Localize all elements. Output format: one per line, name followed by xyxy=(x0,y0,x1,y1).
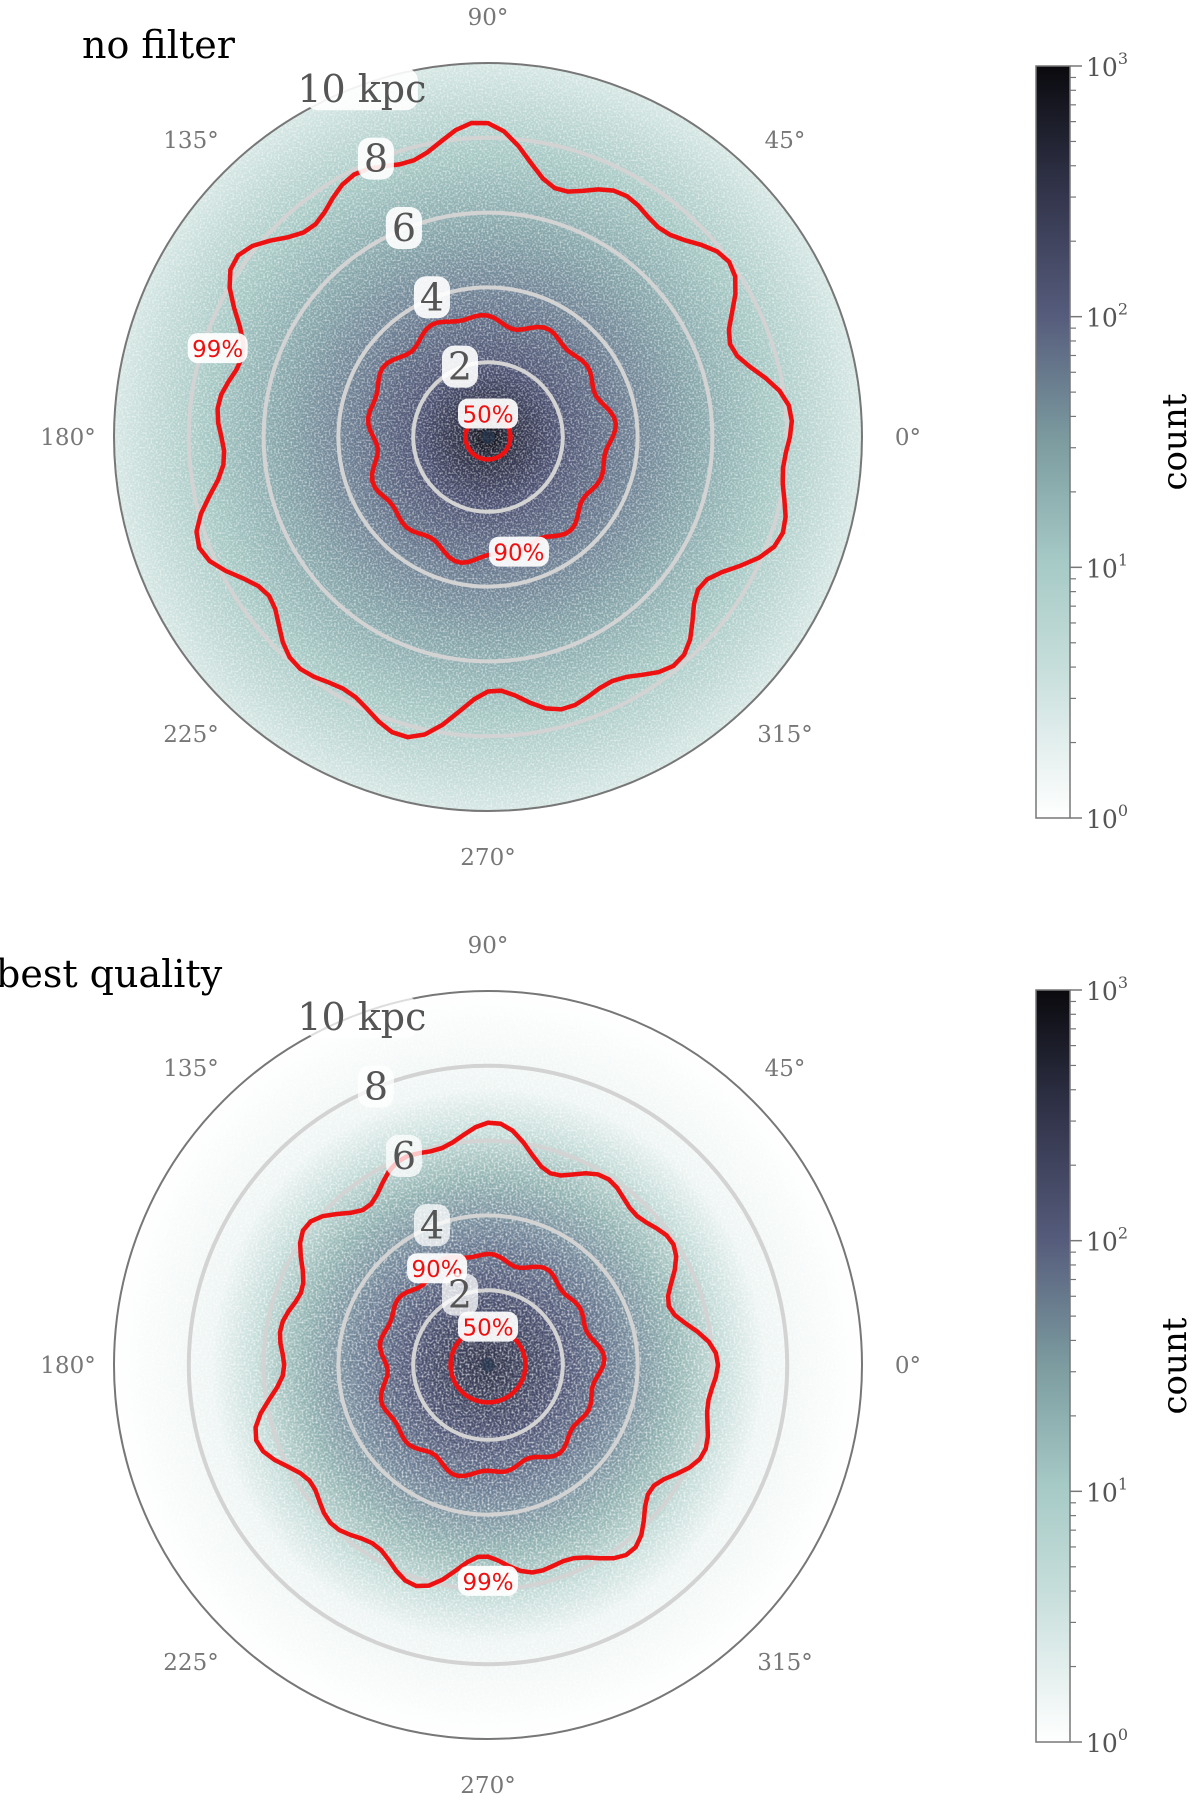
contour-label: 50% xyxy=(462,403,513,429)
angle-tick-label: 270° xyxy=(460,1773,515,1799)
radial-tick-label: 6 xyxy=(392,206,416,250)
radial-tick-bg xyxy=(385,1134,422,1177)
center-marker xyxy=(481,430,495,444)
contour-label: 50% xyxy=(462,1316,513,1342)
contour-label-bg xyxy=(488,536,549,567)
colorbar-tick-exponent: 1 xyxy=(1118,550,1128,569)
contour-label: 99% xyxy=(192,337,243,363)
contour-99pct xyxy=(253,1120,721,1589)
angle-tick-label: 90° xyxy=(468,933,509,959)
radial-tick-bg xyxy=(305,68,418,111)
contour-label: 99% xyxy=(462,1570,513,1596)
center-marker xyxy=(481,1358,495,1372)
colorbar-label: count xyxy=(1155,393,1195,490)
radial-tick-bg xyxy=(441,1273,478,1316)
radial-gridline xyxy=(336,1213,640,1517)
polar-frame xyxy=(113,62,863,812)
contour-label-bg xyxy=(187,333,248,364)
panel-title: no filter xyxy=(82,23,236,67)
contour-90pct xyxy=(365,312,619,565)
angle-tick-label: 225° xyxy=(163,722,218,748)
radial-tick-bg xyxy=(385,206,422,249)
polar-frame xyxy=(113,990,863,1740)
panel-title: best quality xyxy=(0,952,223,996)
angle-tick-label: 45° xyxy=(765,128,806,154)
angle-tick-label: 180° xyxy=(40,1353,95,1379)
radial-tick-label: 2 xyxy=(448,1273,472,1317)
radial-tick-label: 8 xyxy=(364,137,388,181)
colorbar-tick-label: 100 xyxy=(1086,1725,1128,1758)
radial-tick-bg xyxy=(357,1065,394,1108)
angle-tick-label: 315° xyxy=(757,722,812,748)
angle-tick-label: 135° xyxy=(163,128,218,154)
colorbar xyxy=(1035,65,1071,819)
contour-label-bg xyxy=(458,1311,518,1342)
radial-tick-bg xyxy=(413,1204,450,1247)
colorbar-tick-exponent: 2 xyxy=(1118,1224,1128,1243)
radial-tick-bg xyxy=(441,345,478,388)
radial-gridline xyxy=(186,135,790,739)
colorbar-tick-label: 103 xyxy=(1086,973,1128,1006)
radial-tick-label: 4 xyxy=(420,275,444,319)
angle-tick-label: 270° xyxy=(460,845,515,871)
colorbar-tick-exponent: 1 xyxy=(1118,1474,1128,1493)
radial-gridline xyxy=(261,210,715,664)
radial-gridline xyxy=(336,285,640,589)
colorbar-tick-exponent: 0 xyxy=(1118,1725,1128,1744)
colorbar-tick-exponent: 2 xyxy=(1118,300,1128,319)
radial-tick-bg xyxy=(305,996,418,1039)
colorbar xyxy=(1035,989,1071,1743)
colorbar-tick-label: 101 xyxy=(1086,1474,1128,1507)
colorbar-tick-label: 101 xyxy=(1086,550,1128,583)
radial-tick-bg xyxy=(357,137,394,180)
radial-gridline xyxy=(186,1063,790,1667)
radial-gridline xyxy=(411,360,565,514)
contour-label-bg xyxy=(458,1565,518,1596)
colorbar-tick-label: 100 xyxy=(1086,801,1128,834)
colorbar-tick-label: 102 xyxy=(1086,1224,1128,1257)
angle-tick-label: 90° xyxy=(468,5,509,31)
colorbar-label: count xyxy=(1155,1317,1195,1414)
colorbar-tick-label: 102 xyxy=(1086,300,1128,333)
contour-90pct xyxy=(377,1251,607,1479)
angle-tick-label: 0° xyxy=(895,425,921,451)
radial-tick-label: 10 kpc xyxy=(297,67,426,111)
angle-tick-label: 45° xyxy=(765,1056,806,1082)
radial-tick-label: 10 kpc xyxy=(297,995,426,1039)
angle-tick-label: 315° xyxy=(757,1650,812,1676)
radial-tick-bg xyxy=(413,276,450,319)
colorbar-tick-label: 103 xyxy=(1086,49,1128,82)
angle-tick-label: 180° xyxy=(40,425,95,451)
contour-label-bg xyxy=(458,398,518,429)
radial-tick-label: 6 xyxy=(392,1134,416,1178)
angle-tick-label: 135° xyxy=(163,1056,218,1082)
radial-tick-label: 8 xyxy=(364,1065,388,1109)
radial-gridline xyxy=(411,1288,565,1442)
colorbar-tick-exponent: 3 xyxy=(1118,49,1128,68)
colorbar-tick-exponent: 0 xyxy=(1118,801,1128,820)
colorbar-tick-exponent: 3 xyxy=(1118,973,1128,992)
contour-label: 90% xyxy=(493,541,544,567)
radial-tick-label: 2 xyxy=(448,345,472,389)
radial-tick-label: 4 xyxy=(420,1203,444,1247)
angle-tick-label: 0° xyxy=(895,1353,921,1379)
angle-tick-label: 225° xyxy=(163,1650,218,1676)
contour-99pct xyxy=(194,120,795,740)
